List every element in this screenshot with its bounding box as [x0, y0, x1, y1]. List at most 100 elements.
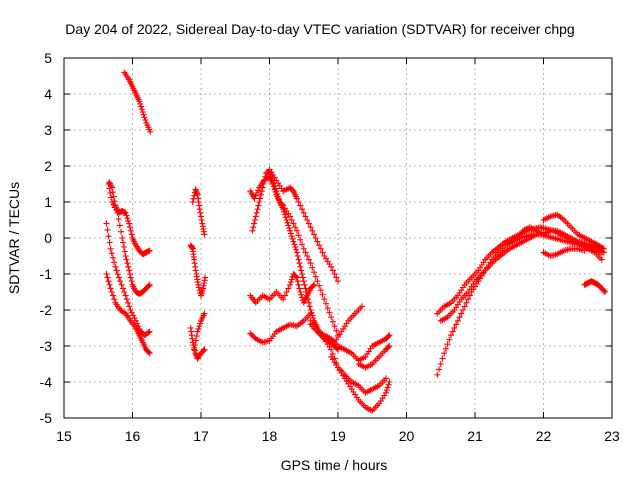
data-point — [109, 189, 116, 196]
data-point — [295, 232, 302, 239]
data-point — [123, 256, 130, 263]
data-point — [453, 321, 460, 328]
data-point — [283, 289, 290, 295]
data-point — [599, 244, 606, 251]
data-point — [302, 249, 309, 256]
data-point — [132, 317, 139, 324]
data-point — [113, 207, 120, 214]
data-point — [297, 289, 304, 295]
y-tick-label: -4 — [40, 374, 53, 390]
x-tick-label: 16 — [125, 428, 141, 444]
series-arc-c5 — [247, 310, 314, 346]
data-point — [119, 235, 126, 241]
data-point — [140, 111, 147, 118]
data-point — [109, 254, 116, 261]
series-arc-a5 — [121, 69, 154, 135]
data-point — [294, 278, 301, 285]
data-point — [126, 220, 133, 227]
data-point — [120, 244, 127, 250]
series-arc-c3 — [266, 166, 341, 285]
data-point — [252, 192, 259, 199]
data-point — [257, 191, 264, 198]
data-point — [255, 187, 262, 194]
data-point — [288, 276, 295, 283]
data-point — [201, 231, 208, 238]
data-point — [291, 241, 298, 248]
data-point — [281, 208, 288, 215]
data-point — [269, 181, 276, 187]
data-point — [297, 236, 304, 243]
data-point — [125, 299, 132, 306]
data-point — [307, 260, 314, 267]
series-arc-e5 — [540, 211, 607, 252]
series-arc-c4 — [247, 271, 318, 306]
data-point — [304, 217, 311, 223]
data-point — [191, 346, 198, 353]
data-point — [439, 355, 446, 362]
data-point — [201, 346, 208, 353]
data-point — [251, 220, 258, 227]
data-point — [111, 198, 118, 205]
y-axis-label: SDTVAR / TECUs — [6, 182, 22, 294]
data-point — [108, 199, 115, 205]
data-point — [250, 224, 257, 231]
data-point — [299, 241, 306, 248]
data-point — [292, 244, 299, 250]
data-point — [251, 195, 258, 202]
data-point — [299, 271, 306, 277]
data-point — [145, 329, 152, 336]
data-point — [317, 287, 324, 294]
data-point — [281, 211, 288, 218]
data-point — [460, 307, 467, 313]
data-point — [290, 220, 297, 227]
data-point — [317, 245, 324, 252]
data-point — [293, 227, 300, 234]
data-point — [598, 256, 605, 263]
data-point — [196, 206, 203, 213]
y-tick-label: 3 — [44, 122, 52, 138]
series-arc-a1 — [106, 179, 153, 258]
data-point — [248, 331, 255, 338]
series-arc-e6 — [540, 245, 588, 259]
data-point — [257, 195, 264, 202]
x-tick-label: 23 — [604, 428, 620, 444]
data-point — [252, 213, 259, 220]
data-point — [293, 195, 300, 202]
data-point — [386, 332, 393, 339]
data-point — [271, 186, 278, 193]
data-point — [191, 347, 198, 354]
x-tick-label: 17 — [193, 428, 209, 444]
data-point — [138, 103, 145, 110]
data-point — [309, 264, 316, 271]
data-point — [196, 323, 203, 330]
data-point — [127, 227, 134, 234]
data-point — [251, 334, 258, 341]
data-point — [309, 227, 316, 234]
data-point — [111, 296, 118, 303]
data-point — [108, 289, 115, 295]
data-point — [106, 185, 113, 192]
data-point — [456, 314, 463, 321]
x-tick-label: 20 — [399, 428, 415, 444]
data-point — [446, 336, 453, 343]
data-point — [302, 213, 309, 220]
data-point — [316, 242, 323, 249]
data-point — [465, 296, 472, 303]
data-point — [298, 267, 305, 274]
data-point — [198, 213, 204, 220]
data-point — [145, 349, 152, 356]
data-point — [305, 299, 312, 306]
data-point — [141, 114, 148, 121]
data-point — [121, 309, 128, 316]
data-point — [449, 328, 456, 335]
data-point — [304, 253, 311, 259]
data-point — [137, 100, 144, 107]
data-point — [292, 224, 299, 231]
data-point — [328, 263, 335, 270]
data-point — [442, 345, 449, 352]
data-point — [296, 285, 303, 292]
data-point — [331, 271, 338, 277]
data-point — [107, 285, 114, 292]
